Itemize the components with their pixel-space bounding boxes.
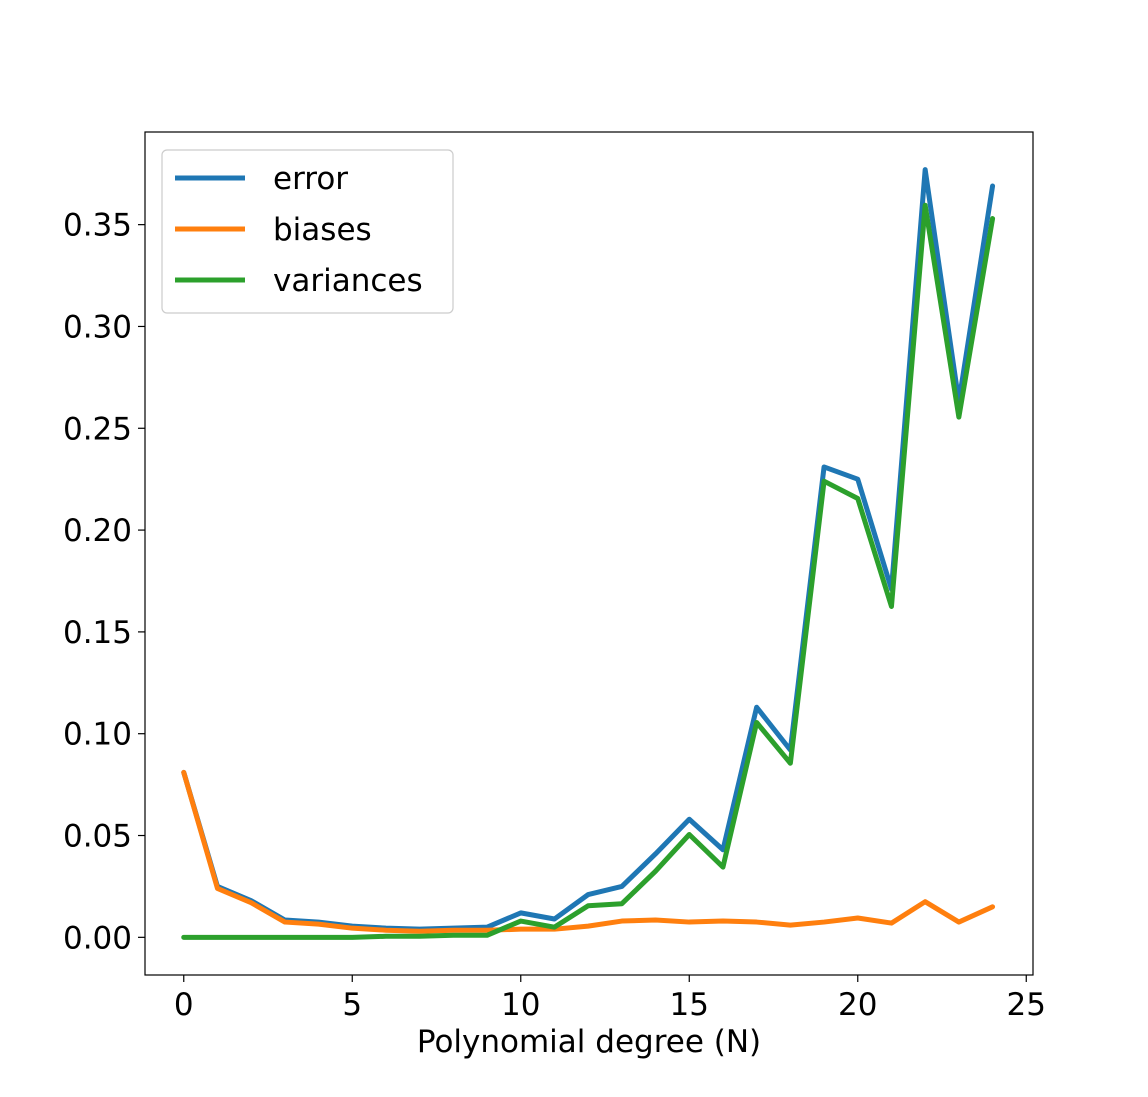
data-point-biases <box>249 900 254 905</box>
data-point-biases <box>990 904 995 909</box>
data-point-variances <box>451 933 456 938</box>
data-point-error <box>518 910 523 915</box>
data-point-biases <box>720 919 725 924</box>
data-point-biases <box>518 927 523 932</box>
data-point-variances <box>249 935 254 940</box>
y-tick-label: 0.10 <box>63 717 132 753</box>
data-point-biases <box>586 924 591 929</box>
x-axis-ticks: 0 5 10 15 20 25 <box>174 975 1046 1023</box>
data-point-biases <box>889 921 894 926</box>
x-tick-label: 5 <box>342 987 362 1023</box>
data-point-variances <box>383 934 388 939</box>
data-point-error <box>855 477 860 482</box>
x-tick-label: 15 <box>670 987 709 1023</box>
x-tick-label: 20 <box>838 987 877 1023</box>
data-point-variances <box>956 415 961 420</box>
data-point-variances <box>788 761 793 766</box>
legend-label-biases: biases <box>273 212 372 248</box>
data-point-biases <box>687 920 692 925</box>
y-tick-label: 0.00 <box>63 920 132 956</box>
data-point-variances <box>417 934 422 939</box>
legend: error biases variances <box>161 149 454 314</box>
data-point-biases <box>485 928 490 933</box>
data-point-variances <box>350 935 355 940</box>
data-point-error <box>720 847 725 852</box>
y-axis-ticks: 0.00 0.05 0.10 0.15 0.20 0.25 0.30 0.35 <box>63 208 145 956</box>
data-point-error <box>653 851 658 856</box>
data-point-variances <box>990 216 995 221</box>
data-point-variances <box>552 925 557 930</box>
data-point-biases <box>451 928 456 933</box>
x-tick-label: 0 <box>174 987 194 1023</box>
data-point-biases <box>754 920 759 925</box>
data-point-biases <box>619 919 624 924</box>
data-point-error <box>990 183 995 188</box>
data-point-variances <box>586 903 591 908</box>
y-tick-label: 0.15 <box>63 615 132 651</box>
data-point-variances <box>754 720 759 725</box>
data-point-variances <box>518 919 523 924</box>
data-point-biases <box>215 886 220 891</box>
data-point-variances <box>923 203 928 208</box>
legend-box <box>161 149 454 314</box>
data-point-biases <box>653 918 658 923</box>
x-tick-label: 25 <box>1007 987 1046 1023</box>
data-point-biases <box>956 920 961 925</box>
series-layer <box>181 167 996 940</box>
data-point-variances <box>855 496 860 501</box>
data-point-error <box>552 917 557 922</box>
legend-label-error: error <box>273 161 348 197</box>
data-point-biases <box>316 922 321 927</box>
data-point-biases <box>350 926 355 931</box>
data-point-error <box>586 892 591 897</box>
data-point-biases <box>417 929 422 934</box>
y-tick-label: 0.20 <box>63 513 132 549</box>
data-point-error <box>923 167 928 172</box>
data-point-variances <box>181 935 186 940</box>
data-point-variances <box>485 933 490 938</box>
x-axis-label: Polynomial degree (N) <box>417 1024 761 1060</box>
y-tick-label: 0.35 <box>63 208 132 244</box>
data-point-biases <box>181 770 186 775</box>
data-point-error <box>822 464 827 469</box>
data-point-variances <box>687 832 692 837</box>
data-point-biases <box>923 899 928 904</box>
data-point-biases <box>383 928 388 933</box>
data-point-biases <box>855 915 860 920</box>
y-tick-label: 0.05 <box>63 819 132 855</box>
data-point-error <box>619 884 624 889</box>
data-point-variances <box>822 479 827 484</box>
x-tick-label: 10 <box>501 987 540 1023</box>
data-point-variances <box>316 935 321 940</box>
data-point-variances <box>282 935 287 940</box>
data-point-variances <box>720 865 725 870</box>
data-point-error <box>687 817 692 822</box>
legend-label-variances: variances <box>273 263 423 299</box>
data-point-error <box>754 705 759 710</box>
data-point-variances <box>889 604 894 609</box>
data-point-variances <box>215 935 220 940</box>
y-tick-label: 0.30 <box>63 309 132 345</box>
data-point-biases <box>282 920 287 925</box>
data-point-biases <box>822 920 827 925</box>
data-point-variances <box>653 869 658 874</box>
data-point-variances <box>619 901 624 906</box>
data-point-biases <box>788 923 793 928</box>
y-tick-label: 0.25 <box>63 411 132 447</box>
